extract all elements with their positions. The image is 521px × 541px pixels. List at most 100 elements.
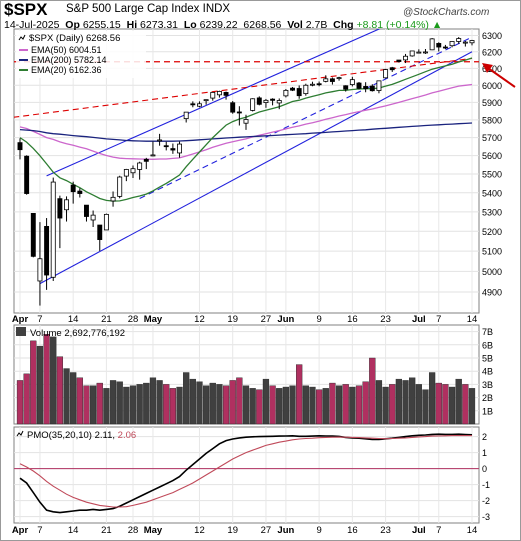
volume-bar xyxy=(189,378,196,425)
volume-bar xyxy=(149,377,157,425)
volume-bar xyxy=(335,385,343,425)
candle xyxy=(157,133,163,146)
volume-bar xyxy=(409,377,416,425)
stockcharts-credit: @StockCharts.com xyxy=(403,7,490,18)
candle-body xyxy=(436,43,442,48)
candle xyxy=(449,41,455,48)
candle xyxy=(117,175,123,199)
candle-body xyxy=(57,198,63,219)
candle-body xyxy=(150,154,156,157)
price-tick-label: 5500 xyxy=(482,170,502,180)
pmo-plot-area xyxy=(13,426,480,524)
volume-bar xyxy=(116,381,123,425)
volume-bar xyxy=(169,388,177,425)
candle-body xyxy=(216,90,222,96)
legend-ema200: EMA(200) 5782.14 xyxy=(31,55,107,65)
price-legend: $SPX (Daily) 6268.56 EMA(50) 6004.51 EMA… xyxy=(16,31,146,78)
candle-body xyxy=(130,168,136,174)
x-tick-label: Apr xyxy=(12,525,29,536)
candle xyxy=(103,213,109,231)
candle-body xyxy=(17,142,23,151)
candle xyxy=(376,80,382,94)
volume-bar xyxy=(382,386,389,425)
annotation-arrow xyxy=(482,63,516,88)
candle-body xyxy=(303,84,309,95)
price-legend-icon xyxy=(18,34,26,41)
candle-body xyxy=(469,40,475,44)
candle xyxy=(30,213,36,258)
candle-body xyxy=(456,38,462,42)
candle xyxy=(143,157,149,170)
volume-y-axis: 7B 6B 5B 4B 3B 2B 1B xyxy=(482,327,493,416)
candle-body xyxy=(329,78,335,82)
x-tick-label: May xyxy=(144,525,163,536)
candle xyxy=(170,143,176,154)
volume-bar xyxy=(435,382,442,425)
pmo-y-axis: 2 1 0 -1 -2 -3 xyxy=(482,432,490,522)
volume-bar xyxy=(375,380,383,425)
x-tick-label: 14 xyxy=(68,314,79,325)
candle-body xyxy=(343,85,349,90)
volume-bar xyxy=(83,385,90,425)
candle xyxy=(223,91,229,100)
volume-bar xyxy=(442,384,449,425)
volume-bar xyxy=(56,356,64,425)
pmo-legend: PMO(35,20,10) 2.11, 2.06 xyxy=(16,430,136,441)
candle xyxy=(97,224,103,251)
candle xyxy=(363,82,369,93)
candle xyxy=(24,155,30,195)
volume-bar xyxy=(30,340,37,425)
x-tick-label: 16 xyxy=(347,525,358,536)
price-tick-label: 6100 xyxy=(482,64,502,74)
candle-body xyxy=(429,38,435,51)
x-tick-label: May xyxy=(144,314,163,325)
price-lines-clipped xyxy=(14,29,479,285)
volume-bar xyxy=(70,372,77,425)
candle xyxy=(50,177,56,281)
candle-body xyxy=(223,92,229,96)
price-tick-label: 4900 xyxy=(482,287,502,297)
x-tick-label: 28 xyxy=(128,525,139,536)
candle xyxy=(283,89,289,98)
candle xyxy=(37,222,43,306)
volume-bar xyxy=(163,384,170,425)
volume-bar xyxy=(355,385,363,425)
x-tick-label: 21 xyxy=(101,525,112,536)
price-tick-label: 5900 xyxy=(482,98,502,108)
volume-bar xyxy=(302,385,309,425)
x-tick-label: 9 xyxy=(316,525,321,536)
price-overlays xyxy=(14,29,479,285)
candle xyxy=(409,50,415,57)
x-tick-label: 14 xyxy=(467,314,478,325)
candle xyxy=(270,98,276,106)
candle-body xyxy=(30,213,36,257)
candle xyxy=(210,92,216,101)
x-tick-label: 21 xyxy=(101,314,112,325)
pmo-legend-label: PMO(35,20,10) 2.11, 2.06 xyxy=(27,430,136,441)
candle-body xyxy=(250,98,256,111)
candle-body xyxy=(243,119,249,124)
candle xyxy=(216,90,222,98)
volume-bar xyxy=(296,364,303,425)
volume-tick-label: 3B xyxy=(482,380,493,390)
candle xyxy=(123,168,129,182)
volume-legend-label: Volume 2,692,776,192 xyxy=(30,328,125,339)
quote-date: 14-Jul-2025 xyxy=(4,19,60,31)
candle-body xyxy=(310,83,315,86)
quote-close: 6268.56 xyxy=(243,19,282,31)
volume-bar xyxy=(322,388,329,425)
candle xyxy=(343,85,349,92)
legend-ema20: EMA(20) 6162.36 xyxy=(31,65,102,75)
candle-body xyxy=(276,100,282,104)
candle-body xyxy=(24,155,30,194)
volume-bar xyxy=(23,373,30,425)
legend-box xyxy=(16,31,146,78)
volume-bar xyxy=(349,386,356,425)
up-triangle-icon: ▲ xyxy=(431,19,443,31)
price-panel: 4900 5000 5100 5200 5300 5400 5500 5600 5700 5800… xyxy=(13,28,502,314)
volume-tick-label: 5B xyxy=(482,354,493,364)
x-tick-label: Jul xyxy=(412,314,426,325)
candle-body xyxy=(183,111,189,120)
x-tick-label: 19 xyxy=(227,525,238,536)
volume-bar xyxy=(428,372,436,425)
